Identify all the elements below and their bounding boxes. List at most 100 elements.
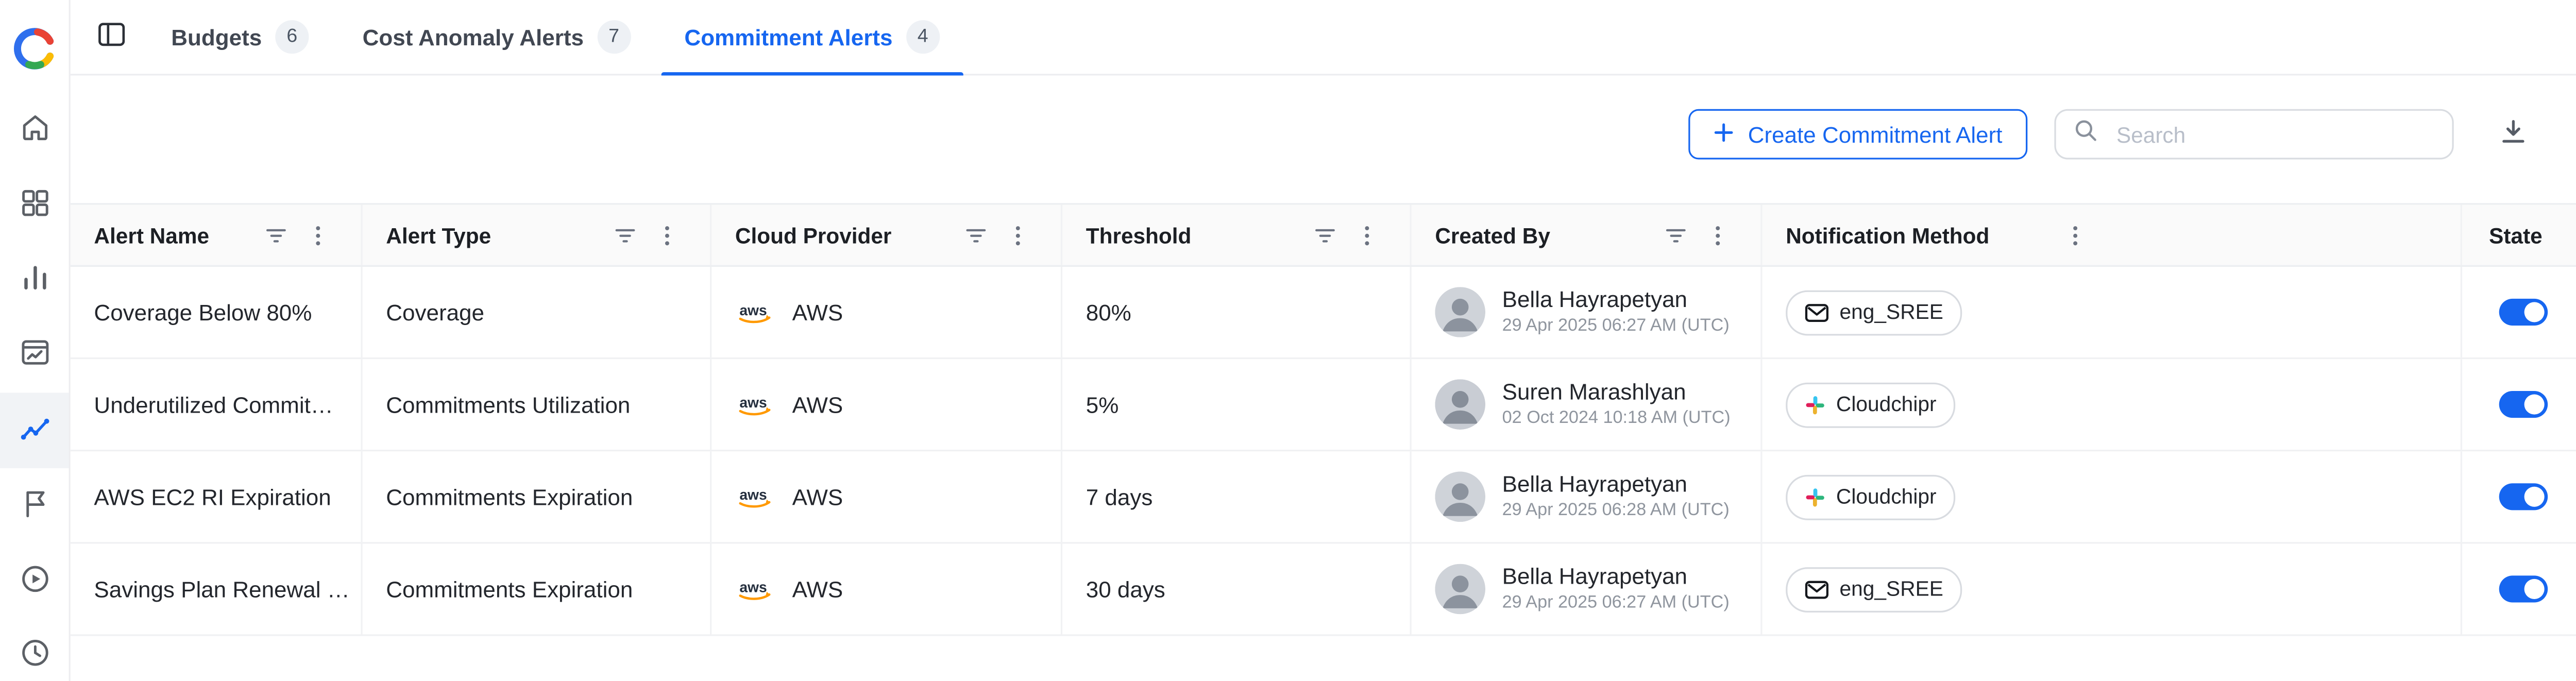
sidebar-nav (0, 92, 69, 681)
table-header: Alert Name Alert Type Cloud Provider (70, 205, 2576, 267)
sidebar-item-alerts[interactable] (0, 393, 69, 468)
svg-text:aws: aws (739, 486, 767, 502)
create-commitment-alert-button[interactable]: Create Commitment Alert (1689, 109, 2028, 160)
cell-alert-type: Commitments Expiration (363, 451, 712, 542)
tab-budgets[interactable]: Budgets 6 (144, 0, 335, 75)
cloudchipr-logo[interactable] (0, 0, 71, 71)
cell-notification-method: eng_SREE (1762, 543, 2463, 635)
notification-chip[interactable]: Cloudchipr (1786, 474, 1955, 520)
export-button[interactable] (2497, 116, 2529, 153)
avatar (1435, 379, 1486, 430)
state-toggle[interactable] (2499, 483, 2548, 511)
create-button-label: Create Commitment Alert (1748, 122, 2003, 147)
column-menu-icon[interactable] (306, 223, 331, 248)
column-header-created-by[interactable]: Created By (1412, 205, 1762, 265)
aws-logo-icon: aws (735, 298, 779, 326)
cell-alert-type: Commitments Utilization (363, 359, 712, 450)
commitment-alerts-table: Alert Name Alert Type Cloud Provider (70, 203, 2576, 636)
notification-label: Cloudchipr (1836, 393, 1937, 416)
state-toggle[interactable] (2499, 575, 2548, 603)
table-row[interactable]: Underutilized Commit… Commitments Utiliz… (70, 359, 2576, 452)
schedules-icon (18, 637, 51, 675)
table-row[interactable]: Coverage Below 80% Coverage aws AWS 80% … (70, 266, 2576, 360)
cell-cloud-provider: aws AWS (711, 359, 1063, 450)
column-settings-button[interactable] (2573, 116, 2576, 153)
column-menu-icon[interactable] (1354, 223, 1380, 248)
cell-cloud-provider: aws AWS (711, 266, 1063, 357)
cell-cloud-provider: aws AWS (711, 451, 1063, 542)
tab-cost-anomaly-alerts[interactable]: Cost Anomaly Alerts 7 (336, 0, 658, 75)
column-menu-icon[interactable] (655, 223, 680, 248)
sidebar-item-home[interactable] (0, 92, 69, 167)
column-header-cloud-provider[interactable]: Cloud Provider (711, 205, 1063, 265)
main-content: Create Commitment Alert Alert Name (70, 75, 2576, 681)
column-menu-icon[interactable] (2063, 223, 2089, 248)
column-menu-icon[interactable] (1005, 223, 1030, 248)
reports-icon (18, 261, 51, 300)
column-label: Alert Name (94, 222, 210, 248)
slack-icon (1804, 486, 1826, 507)
sidebar-collapse-button[interactable] (87, 13, 134, 60)
toolbar: Create Commitment Alert (97, 109, 2576, 160)
executions-icon (18, 561, 51, 600)
column-header-alert-type[interactable]: Alert Type (363, 205, 712, 265)
tab-label: Budgets (171, 24, 262, 50)
sidebar-item-executions[interactable] (0, 543, 69, 619)
column-menu-icon[interactable] (1705, 223, 1731, 248)
notification-label: eng_SREE (1839, 300, 1943, 324)
creator-name: Bella Hayrapetyan (1502, 286, 1688, 312)
tab-bar: Budgets 6 Cost Anomaly Alerts 7 Commitme… (144, 0, 967, 77)
avatar (1435, 287, 1486, 337)
sidebar-item-flags[interactable] (0, 468, 69, 543)
sidebar-item-reports[interactable] (0, 243, 69, 318)
sidebar-item-resource-explorer[interactable] (0, 318, 69, 393)
column-header-alert-name[interactable]: Alert Name (71, 205, 363, 265)
filter-icon[interactable] (613, 223, 638, 248)
created-date: 29 Apr 2025 06:27 AM (UTC) (1502, 315, 1730, 336)
cell-alert-name: Coverage Below 80% (71, 266, 363, 357)
slack-icon (1804, 394, 1826, 415)
sidebar-item-schedules[interactable] (0, 619, 69, 681)
cell-threshold: 5% (1062, 359, 1412, 450)
filter-icon[interactable] (963, 223, 989, 248)
creator-name: Bella Hayrapetyan (1502, 563, 1688, 588)
filter-icon[interactable] (1663, 223, 1688, 248)
tab-count-badge: 6 (275, 20, 309, 54)
creator-name: Bella Hayrapetyan (1502, 470, 1688, 496)
column-header-notification-method[interactable]: Notification Method (1762, 205, 2463, 265)
sidebar-item-dashboards[interactable] (0, 167, 69, 243)
cell-alert-type: Coverage (363, 266, 712, 357)
notification-chip[interactable]: eng_SREE (1786, 566, 1962, 612)
search-icon (2073, 116, 2099, 151)
cell-threshold: 7 days (1062, 451, 1412, 542)
dashboards-icon (18, 186, 51, 225)
state-toggle[interactable] (2499, 390, 2548, 418)
tab-commitment-alerts[interactable]: Commitment Alerts 4 (657, 0, 967, 77)
column-header-state[interactable]: State (2462, 205, 2576, 265)
cell-created-by: Bella Hayrapetyan 29 Apr 2025 06:28 AM (U… (1412, 451, 1762, 542)
cell-notification-method: Cloudchipr (1762, 451, 2463, 542)
table-row[interactable]: Savings Plan Renewal … Commitments Expir… (70, 543, 2576, 636)
search-input[interactable] (2113, 120, 2435, 149)
top-bar: Budgets 6 Cost Anomaly Alerts 7 Commitme… (70, 0, 2576, 77)
email-icon (1804, 299, 1829, 325)
state-toggle[interactable] (2499, 298, 2548, 326)
column-label: Threshold (1086, 222, 1192, 248)
sliders-icon (2573, 116, 2576, 153)
table-row[interactable]: AWS EC2 RI Expiration Commitments Expira… (70, 451, 2576, 544)
column-header-threshold[interactable]: Threshold (1062, 205, 1412, 265)
cell-state (2462, 359, 2576, 450)
notification-chip[interactable]: eng_SREE (1786, 289, 1962, 335)
filter-icon[interactable] (263, 223, 289, 248)
cell-created-by: Suren Marashlyan 02 Oct 2024 10:18 AM (UT… (1412, 359, 1762, 450)
notification-label: eng_SREE (1839, 577, 1943, 601)
notification-chip[interactable]: Cloudchipr (1786, 382, 1955, 428)
filter-icon[interactable] (1313, 223, 1338, 248)
aws-logo-icon: aws (735, 390, 779, 418)
column-label: Alert Type (386, 222, 492, 248)
created-date: 29 Apr 2025 06:27 AM (UTC) (1502, 592, 1730, 612)
cell-alert-name: Underutilized Commit… (71, 359, 363, 450)
aws-logo-icon: aws (735, 483, 779, 511)
